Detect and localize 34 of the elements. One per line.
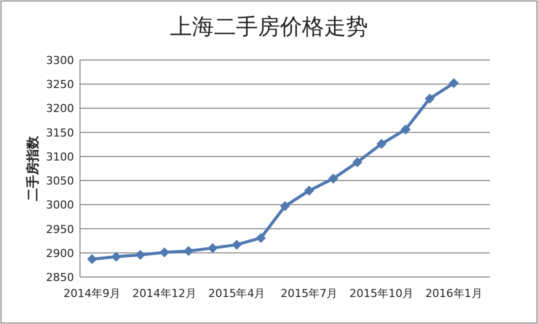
y-tick-label: 3050 [46, 174, 74, 188]
y-tick-label: 3100 [46, 150, 74, 164]
y-tick-label: 3150 [46, 126, 74, 140]
y-tick-label: 3200 [46, 102, 74, 116]
x-tick-label: 2014年9月 [64, 287, 121, 300]
y-tick-label: 2950 [46, 222, 74, 236]
x-tick-label: 2015年4月 [208, 287, 266, 300]
x-tick-label: 2016年1月 [425, 287, 482, 300]
chart-title: 上海二手房价格走势 [170, 15, 368, 40]
point [256, 232, 266, 243]
point [376, 138, 386, 149]
point [111, 252, 122, 262]
point [159, 247, 170, 258]
point [87, 254, 98, 264]
point [304, 186, 314, 196]
y-tick-label: 2850 [46, 271, 74, 284]
y-tick-label: 3000 [46, 198, 74, 212]
point [135, 250, 146, 260]
point [208, 243, 218, 254]
y-tick-label: 2900 [46, 246, 74, 260]
point [424, 94, 435, 104]
point [328, 174, 338, 184]
point [400, 124, 411, 134]
point [184, 246, 194, 256]
point [352, 157, 362, 168]
x-tick-label: 2015年10月 [349, 287, 414, 300]
y-tick-label: 3250 [46, 78, 74, 92]
point [448, 78, 459, 88]
y-axis-title: 二手房指数 [25, 135, 41, 201]
point [232, 240, 242, 250]
y-tick-label: 3300 [46, 54, 74, 67]
x-tick-label: 2014年12月 [132, 287, 196, 300]
point [280, 201, 290, 212]
x-tick-label: 2015年7月 [280, 287, 338, 300]
